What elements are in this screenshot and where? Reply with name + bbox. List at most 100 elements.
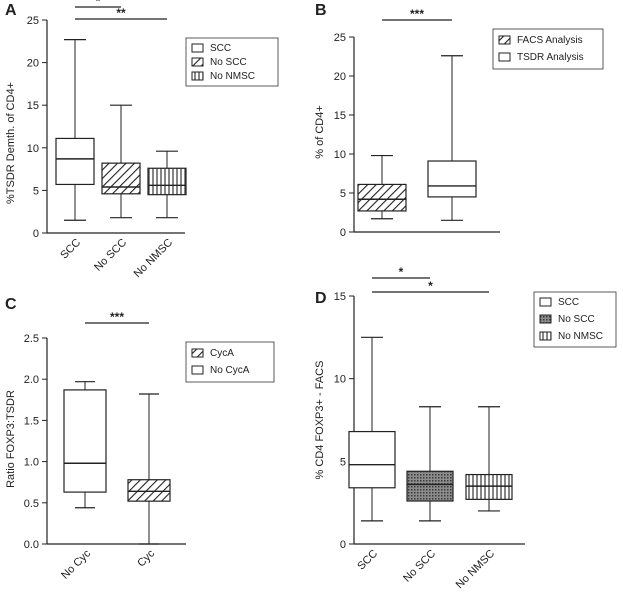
panel-c-legend-item-1: No CycA: [210, 365, 250, 376]
panel-a-legend-item-2: No NMSC: [210, 71, 255, 82]
y-tick: 15: [334, 291, 354, 303]
panel-b-legend-item-0: FACS Analysis: [517, 35, 583, 46]
significance-label: ***: [110, 310, 124, 324]
x-category-label: No Cyc: [59, 547, 93, 581]
box-iqr: [465, 473, 513, 500]
panel-b-letter: B: [315, 2, 327, 19]
legend-swatch-plain: [539, 297, 552, 307]
y-tick: 0: [340, 539, 354, 551]
legend-swatch-diag: [191, 57, 204, 67]
significance-label: *: [428, 279, 433, 293]
y-tick-label: 10: [334, 149, 346, 161]
legend-swatch-plain: [191, 365, 204, 375]
panel-d-letter: D: [315, 290, 327, 307]
panel-d-legend-item-2: No NMSC: [558, 331, 603, 342]
y-tick-label: 5: [33, 185, 39, 197]
panel-d: D % CD4 FOXP3+ - FACS 0 5 10 15 SCC No SCC No …: [314, 265, 617, 592]
y-tick: 20: [334, 71, 354, 83]
box-0: [357, 154, 407, 220]
box-iqr: [357, 183, 407, 212]
legend-swatch-plain: [498, 52, 511, 62]
panel-b-legend-item-1: TSDR Analysis: [517, 52, 584, 63]
legend-swatch-vert: [539, 331, 552, 341]
significance-bar: ***: [85, 310, 149, 324]
y-tick: 5: [33, 185, 47, 197]
x-category-label: No NMSC: [454, 548, 498, 592]
y-tick: 10: [334, 374, 354, 386]
y-tick: 2.5: [24, 333, 47, 345]
panel-c-letter: C: [5, 296, 17, 313]
y-tick-label: 25: [334, 32, 346, 44]
significance-bar: ***: [382, 7, 452, 21]
panel-d-y-label: % CD4 FOXP3+ - FACS: [314, 361, 326, 480]
panel-b-axes: 0 5 10 15 20 25 ***: [334, 7, 500, 239]
y-tick-label: 0: [33, 228, 39, 240]
box-iqr: [63, 389, 107, 493]
y-tick-label: 0.0: [24, 539, 39, 551]
y-tick: 0.5: [24, 498, 47, 510]
y-tick: 25: [27, 15, 47, 27]
significance-bar: *: [372, 279, 489, 293]
y-tick-label: 5: [340, 188, 346, 200]
legend-swatch-plain: [191, 43, 204, 53]
y-tick-label: 20: [334, 71, 346, 83]
x-category-label: No NMSC: [132, 237, 176, 281]
significance-label: **: [116, 6, 126, 20]
y-tick-label: 0.5: [24, 498, 39, 510]
significance-label: *: [399, 265, 404, 279]
panel-a-letter: A: [5, 2, 17, 19]
y-tick-label: 15: [27, 100, 39, 112]
y-tick-label: 10: [27, 143, 39, 155]
panel-b-y-label: % of CD4+: [314, 105, 326, 159]
legend-swatch-diag: [191, 348, 204, 358]
y-tick: 2.0: [24, 374, 47, 386]
y-tick: 10: [27, 143, 47, 155]
legend-swatch-dots: [539, 314, 552, 324]
significance-bar: **: [75, 6, 167, 20]
y-tick-label: 0: [340, 539, 346, 551]
box-iqr: [348, 430, 396, 489]
panel-b-legend: FACS Analysis TSDR Analysis: [492, 28, 604, 70]
y-tick: 15: [27, 100, 47, 112]
box-1: [127, 393, 171, 545]
y-tick: 0: [33, 228, 47, 240]
y-tick-label: 15: [334, 291, 346, 303]
y-tick-label: 1.0: [24, 457, 39, 469]
panel-c-legend-item-0: CycA: [210, 348, 234, 359]
panel-a: A %TSDR Demth. of CD4+ 0 5 10 15 20 25 SCC No S…: [5, 0, 279, 281]
panel-c-y-label: Ratio FOXP3:TSDR: [5, 390, 17, 488]
x-category-label: SCC: [58, 237, 83, 262]
box-iqr: [427, 160, 477, 198]
panel-c-legend: CycA No CycA: [185, 341, 275, 383]
box-iqr: [147, 167, 187, 196]
y-tick-label: 10: [334, 374, 346, 386]
y-tick: 0.0: [24, 539, 47, 551]
x-category-label: SCC: [355, 548, 380, 573]
y-tick-label: 20: [27, 58, 39, 70]
y-tick: 5: [340, 188, 354, 200]
y-tick-label: 2.5: [24, 333, 39, 345]
panel-d-legend-item-1: No SCC: [558, 314, 595, 325]
legend-swatch-diag: [498, 35, 511, 45]
box-0: [63, 381, 107, 509]
panel-a-legend-item-0: SCC: [210, 43, 231, 54]
panel-c: C Ratio FOXP3:TSDR 0.0 0.5 1.0 1.5 2.0 2.5 No …: [5, 296, 275, 582]
y-tick-label: 2.0: [24, 374, 39, 386]
panel-d-legend-item-0: SCC: [558, 297, 579, 308]
box-1: [101, 104, 141, 219]
y-tick: 20: [27, 58, 47, 70]
x-category-label: No SCC: [401, 548, 438, 585]
box-2: [465, 406, 513, 512]
y-tick: 15: [334, 110, 354, 122]
panel-b: B % of CD4+ 0 5 10 15 20 25 *** FACS Analysis …: [314, 2, 604, 239]
y-tick-label: 0: [340, 227, 346, 239]
box-iqr: [127, 479, 171, 502]
box-1: [427, 55, 477, 221]
x-category-label: No SCC: [92, 237, 129, 274]
panel-a-legend: SCC No SCC No NMSC: [185, 37, 279, 87]
significance-label: *: [96, 0, 101, 8]
x-category-label: Cyc: [135, 547, 157, 569]
legend-swatch-vert: [191, 71, 204, 81]
y-tick: 1.5: [24, 415, 47, 427]
